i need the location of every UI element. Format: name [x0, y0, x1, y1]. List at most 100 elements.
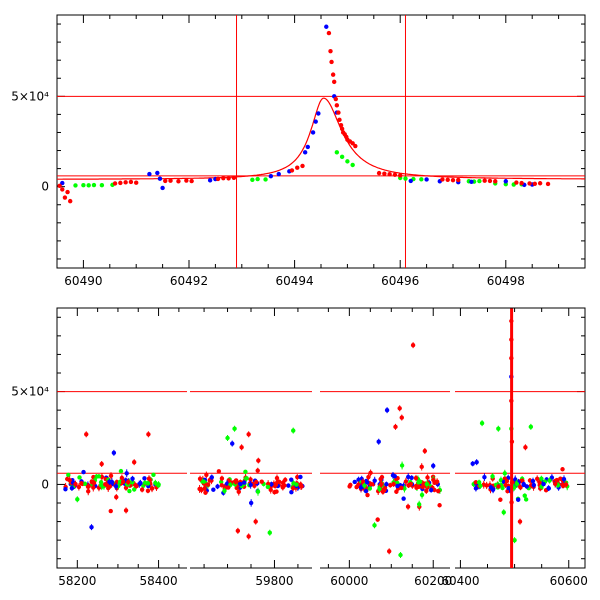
- data-point: [118, 468, 124, 474]
- data-point: [67, 477, 72, 483]
- model-curve: [57, 97, 585, 180]
- data-point: [290, 485, 296, 491]
- x-tick-label: 60494: [276, 274, 314, 288]
- data-point: [205, 482, 211, 487]
- data-point: [527, 181, 532, 186]
- data-point: [530, 478, 536, 484]
- plot-frame: [56, 307, 586, 569]
- data-point: [376, 170, 382, 176]
- data-point: [215, 176, 221, 182]
- data-point: [450, 177, 456, 183]
- data-point: [273, 482, 279, 487]
- data-point: [456, 177, 461, 183]
- data-point: [496, 484, 501, 489]
- data-point: [85, 484, 91, 489]
- data-point: [283, 477, 288, 483]
- data-point: [168, 178, 173, 183]
- data-point: [368, 470, 373, 476]
- data-point: [336, 110, 341, 115]
- axis-break: [312, 307, 320, 569]
- data-point: [222, 488, 227, 494]
- data-point: [81, 469, 86, 475]
- data-point: [302, 150, 308, 155]
- data-point: [268, 173, 274, 179]
- data-point: [204, 472, 209, 478]
- data-point: [286, 483, 291, 488]
- x-tick-label: 58400: [139, 574, 177, 588]
- data-point: [243, 469, 248, 474]
- data-point: [333, 96, 338, 102]
- data-point: [469, 179, 474, 184]
- data-point: [410, 342, 416, 348]
- data-point: [394, 489, 399, 494]
- data-point: [484, 483, 489, 488]
- data-point: [274, 475, 280, 481]
- data-point: [209, 475, 214, 480]
- x-tick-label: 60498: [487, 274, 525, 288]
- data-point: [337, 117, 342, 123]
- data-point: [358, 485, 364, 490]
- data-point: [265, 484, 271, 490]
- data-point: [219, 483, 225, 488]
- data-point: [69, 485, 75, 491]
- data-point: [147, 171, 152, 177]
- data-point: [291, 428, 296, 433]
- data-point: [504, 478, 510, 484]
- data-point: [156, 483, 161, 488]
- data-point: [517, 519, 523, 524]
- data-point: [367, 486, 373, 491]
- data-point: [428, 487, 434, 493]
- data-point: [440, 177, 445, 182]
- data-point: [201, 479, 206, 484]
- data-point: [496, 426, 501, 431]
- data-point: [470, 461, 475, 466]
- data-point: [151, 472, 156, 477]
- data-point: [99, 461, 104, 467]
- data-point: [399, 485, 404, 491]
- data-point: [339, 154, 345, 160]
- data-point: [416, 502, 422, 507]
- data-point: [63, 486, 68, 492]
- data-point: [560, 482, 566, 487]
- data-point: [99, 183, 105, 188]
- data-point: [339, 126, 345, 132]
- data-point: [408, 178, 413, 184]
- data-point: [513, 477, 518, 482]
- data-point: [424, 481, 430, 487]
- data-point: [130, 476, 135, 481]
- data-point: [372, 523, 377, 528]
- y-tick-label: 0: [41, 180, 49, 194]
- data-point: [473, 486, 479, 491]
- data-point: [531, 482, 537, 488]
- data-point: [545, 181, 551, 187]
- data-point: [479, 420, 485, 426]
- data-point: [488, 485, 494, 490]
- data-point: [248, 500, 254, 506]
- data-point: [398, 552, 403, 558]
- data-point: [263, 177, 268, 182]
- data-point: [514, 180, 519, 185]
- data-point: [503, 179, 508, 184]
- data-point: [123, 508, 129, 513]
- data-point: [124, 471, 129, 476]
- data-point: [313, 119, 318, 124]
- data-point: [535, 476, 540, 482]
- data-point: [431, 477, 436, 483]
- data-point: [395, 480, 400, 486]
- y-tick-label: 0: [41, 477, 49, 491]
- data-point: [79, 481, 84, 486]
- data-point: [436, 488, 441, 494]
- data-point: [501, 510, 506, 515]
- data-point: [353, 143, 358, 149]
- data-point: [157, 176, 163, 181]
- x-tick-label: 60400: [441, 574, 479, 588]
- data-point: [119, 475, 125, 481]
- data-point: [378, 476, 383, 482]
- data-point: [246, 432, 251, 437]
- data-point: [364, 480, 370, 485]
- plot-area: [57, 308, 585, 568]
- data-point: [422, 448, 428, 454]
- data-point: [490, 474, 495, 479]
- data-point: [134, 180, 139, 185]
